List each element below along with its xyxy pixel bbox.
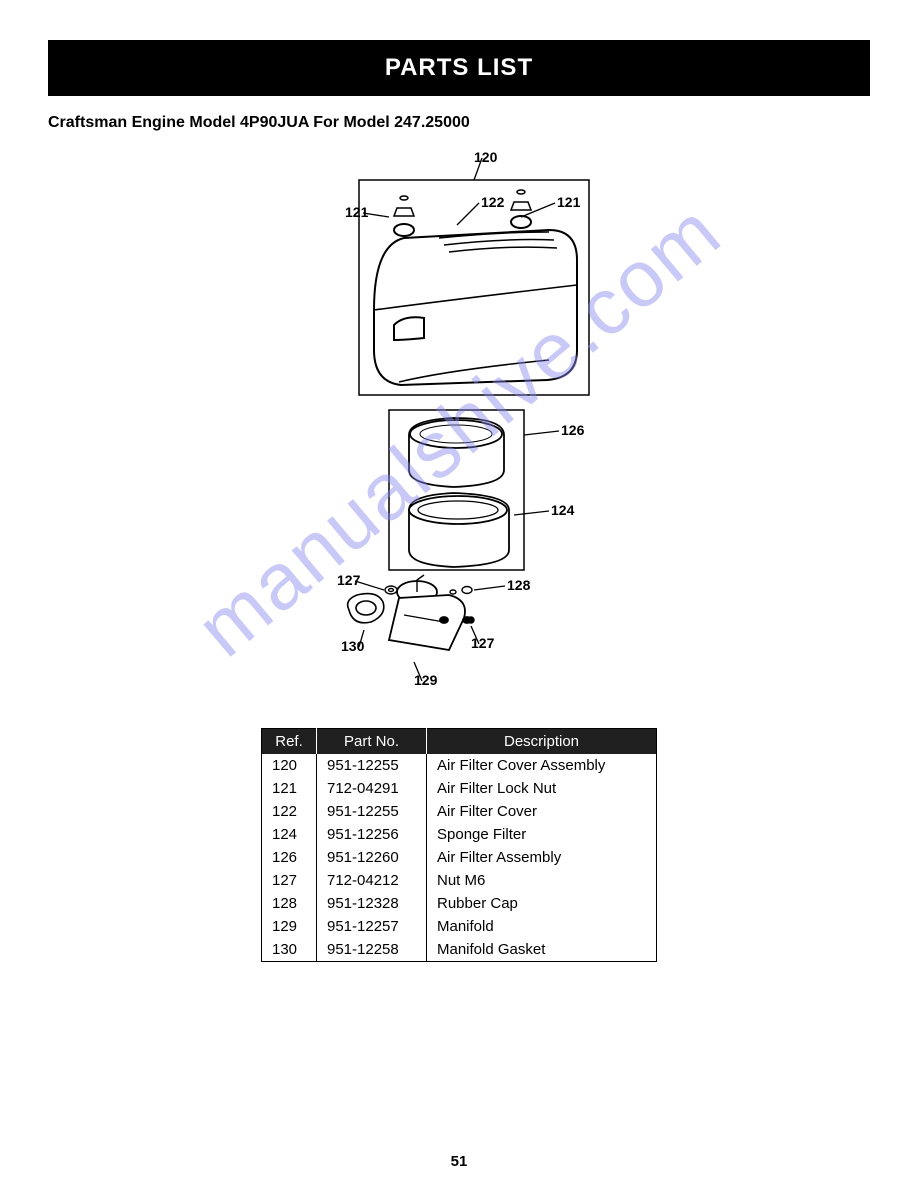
callout-label: 120 (474, 150, 498, 165)
callout-leader (524, 431, 559, 435)
col-ref: Ref. (262, 729, 317, 755)
table-row: 124951-12256Sponge Filter (262, 823, 657, 846)
callout-label: 121 (345, 204, 369, 220)
cell-ref: 127 (262, 869, 317, 892)
callout-label: 128 (507, 577, 531, 593)
table-row: 129951-12257Manifold (262, 915, 657, 938)
air-filter-assembly-drawing (409, 418, 504, 487)
cell-ref: 129 (262, 915, 317, 938)
nut-m6-left (385, 586, 397, 594)
cell-pn: 951-12255 (317, 754, 427, 777)
table-row: 128951-12328Rubber Cap (262, 892, 657, 915)
cell-ref: 126 (262, 846, 317, 869)
air-filter-cover-drawing (374, 216, 577, 385)
cell-desc: Air Filter Lock Nut (427, 777, 657, 800)
callout-leader (474, 586, 505, 590)
diagram-svg: 120 121 122 121 126 124 127 128 127 130 129 (249, 150, 669, 710)
callout-label: 130 (341, 638, 365, 654)
lock-nut-right (511, 190, 531, 210)
page-number: 51 (451, 1153, 468, 1170)
callout-label: 127 (337, 572, 361, 588)
cell-ref: 130 (262, 938, 317, 962)
nut-m6-bottom (468, 617, 474, 623)
cell-pn: 951-12328 (317, 892, 427, 915)
cell-pn: 951-12258 (317, 938, 427, 962)
cell-ref: 121 (262, 777, 317, 800)
callout-label: 127 (471, 635, 495, 651)
cell-desc: Manifold Gasket (427, 938, 657, 962)
table-header-row: Ref. Part No. Description (262, 729, 657, 755)
table-row: 121712-04291Air Filter Lock Nut (262, 777, 657, 800)
table-row: 130951-12258Manifold Gasket (262, 938, 657, 962)
sponge-filter-drawing (409, 493, 509, 567)
table-row: 127712-04212Nut M6 (262, 869, 657, 892)
cell-desc: Sponge Filter (427, 823, 657, 846)
callout-leader (514, 511, 549, 515)
cell-desc: Air Filter Assembly (427, 846, 657, 869)
manifold-drawing (389, 575, 471, 650)
col-pn: Part No. (317, 729, 427, 755)
callout-leader (457, 203, 479, 225)
callout-label: 129 (414, 672, 438, 688)
callout-label: 121 (557, 194, 581, 210)
callout-label: 124 (551, 502, 575, 518)
col-desc: Description (427, 729, 657, 755)
cell-desc: Air Filter Cover (427, 800, 657, 823)
callout-label: 122 (481, 194, 505, 210)
rubber-cap-drawing (450, 587, 472, 595)
cell-ref: 120 (262, 754, 317, 777)
cell-pn: 712-04212 (317, 869, 427, 892)
table-row: 120951-12255Air Filter Cover Assembly (262, 754, 657, 777)
cell-pn: 951-12255 (317, 800, 427, 823)
parts-table: Ref. Part No. Description 120951-12255Ai… (261, 728, 657, 962)
cell-pn: 951-12260 (317, 846, 427, 869)
cell-ref: 128 (262, 892, 317, 915)
cell-pn: 951-12257 (317, 915, 427, 938)
page-title: PARTS LIST (385, 54, 533, 81)
subtitle: Craftsman Engine Model 4P90JUA For Model… (48, 114, 870, 132)
parts-diagram: 120121122121126124127128127130129 manual… (48, 150, 870, 710)
cell-pn: 951-12256 (317, 823, 427, 846)
cell-desc: Manifold (427, 915, 657, 938)
table-row: 122951-12255Air Filter Cover (262, 800, 657, 823)
callout-label: 126 (561, 422, 585, 438)
table-row: 126951-12260Air Filter Assembly (262, 846, 657, 869)
manifold-gasket-drawing (348, 594, 384, 623)
cell-desc: Rubber Cap (427, 892, 657, 915)
cell-desc: Nut M6 (427, 869, 657, 892)
cell-desc: Air Filter Cover Assembly (427, 754, 657, 777)
lock-nut-left (394, 196, 414, 216)
cell-ref: 124 (262, 823, 317, 846)
cell-ref: 122 (262, 800, 317, 823)
cell-pn: 712-04291 (317, 777, 427, 800)
page-title-bar: PARTS LIST (48, 40, 870, 96)
